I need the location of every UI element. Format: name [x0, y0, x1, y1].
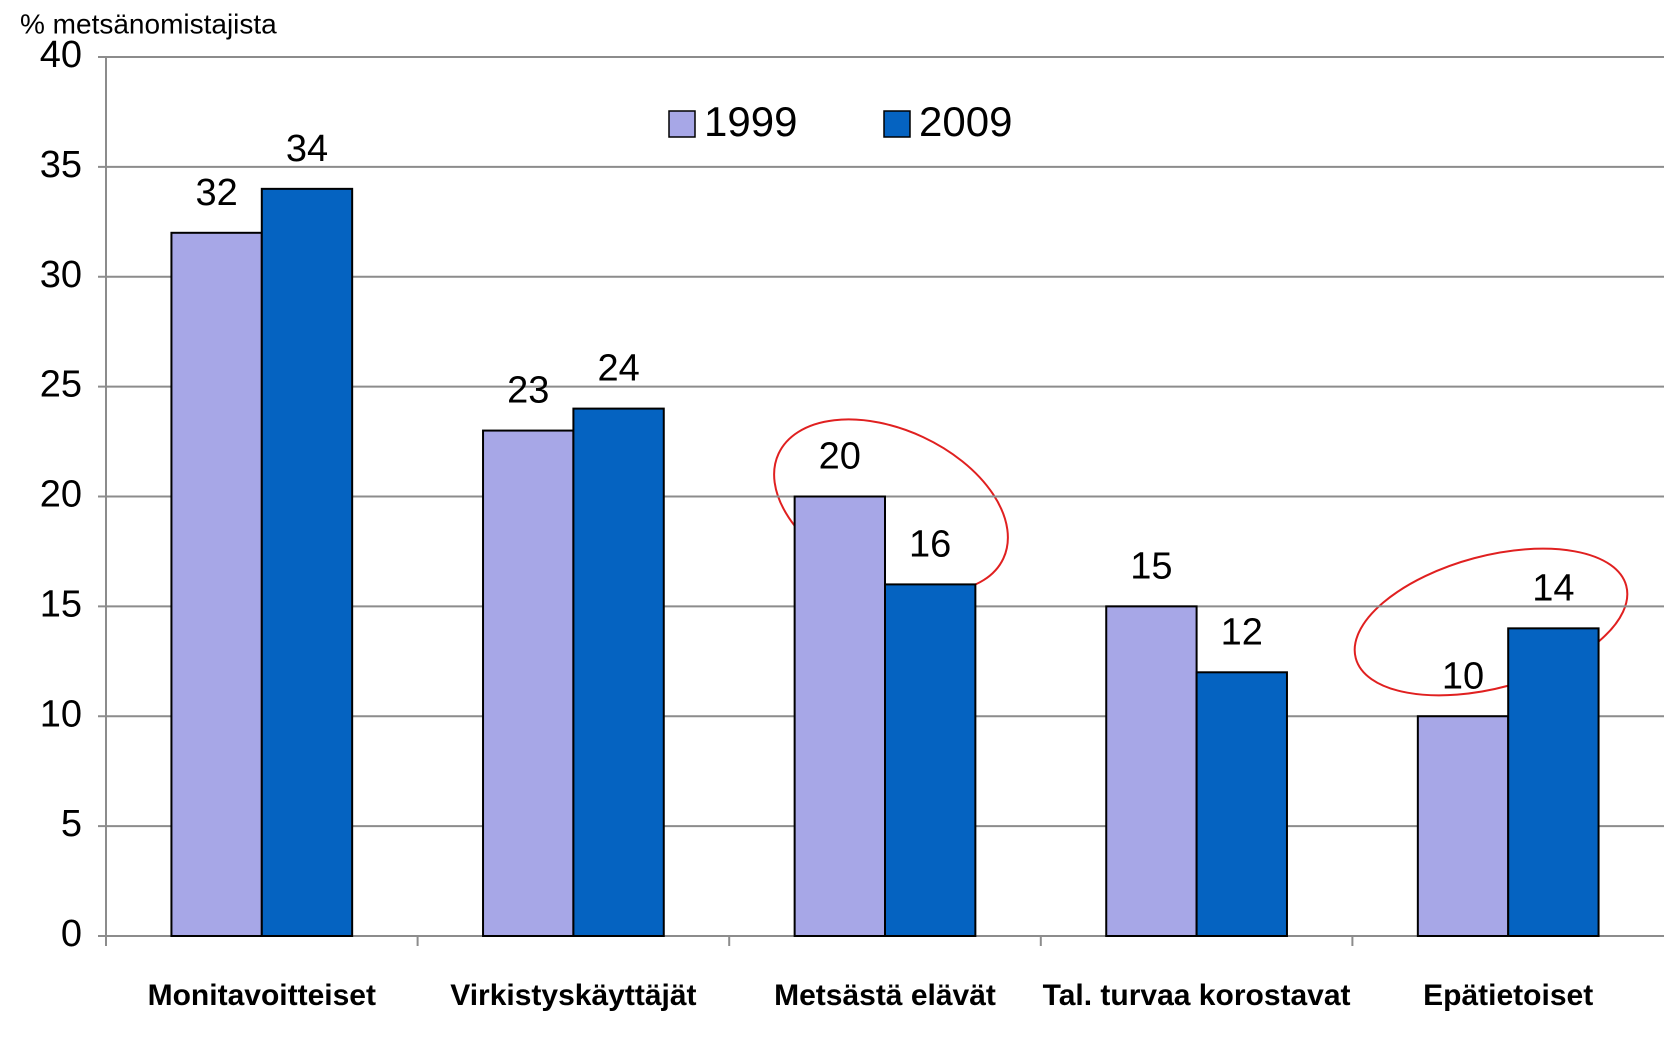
bar — [482, 429, 575, 937]
legend-swatch — [668, 110, 696, 138]
x-tick-label: Epätietoiset — [1423, 979, 1594, 1012]
data-label: 20 — [819, 436, 861, 478]
legend-label: 2009 — [919, 98, 1012, 145]
bar — [884, 583, 977, 938]
bar — [1416, 715, 1510, 937]
data-label: 32 — [195, 172, 237, 214]
x-tick-label: Monitavoitteiset — [147, 979, 376, 1012]
y-tick-label: 30 — [40, 254, 82, 296]
bar — [1105, 605, 1198, 937]
x-tick-label: Metsästä elävät — [774, 979, 996, 1012]
bar — [1195, 671, 1288, 937]
data-label: 34 — [286, 128, 328, 170]
bar — [170, 231, 263, 938]
bar — [1507, 627, 1600, 937]
data-label: 23 — [507, 370, 549, 412]
legend-label: 1999 — [704, 98, 797, 145]
x-tick-label: Virkistyskäyttäjät — [450, 979, 697, 1012]
data-label: 15 — [1130, 545, 1172, 587]
y-tick-label: 10 — [40, 693, 82, 735]
bar — [793, 495, 886, 937]
y-tick-label: 0 — [61, 913, 82, 955]
data-label: 24 — [597, 348, 639, 390]
x-tick-label: Tal. turvaa korostavat — [1042, 979, 1351, 1012]
y-tick-label: 5 — [61, 803, 82, 845]
y-tick-label: 40 — [40, 34, 82, 76]
y-axis-label: % metsänomistajista — [20, 8, 277, 39]
y-tick-label: 35 — [40, 144, 82, 186]
y-tick-label: 15 — [40, 583, 82, 625]
data-label: 12 — [1221, 611, 1263, 653]
data-label: 14 — [1532, 567, 1574, 609]
y-tick-label: 25 — [40, 364, 82, 406]
data-label: 16 — [909, 523, 951, 565]
data-label: 10 — [1442, 655, 1484, 697]
legend-swatch — [883, 110, 911, 138]
bar — [260, 187, 354, 938]
y-tick-label: 20 — [40, 474, 82, 516]
bar — [572, 407, 665, 938]
